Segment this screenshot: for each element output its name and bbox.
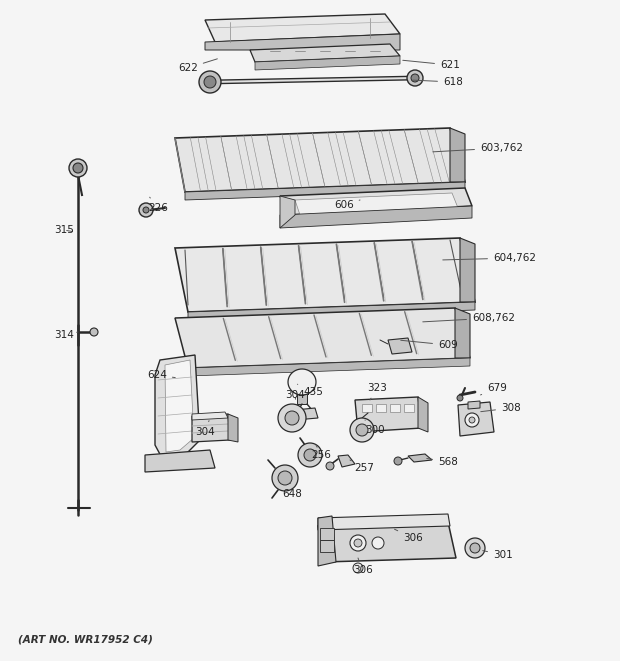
Polygon shape <box>458 402 494 436</box>
Text: 608,762: 608,762 <box>423 313 515 323</box>
Text: 624: 624 <box>147 370 175 380</box>
Text: 606: 606 <box>334 200 360 210</box>
Text: 679: 679 <box>480 383 507 395</box>
Bar <box>320 528 334 540</box>
Polygon shape <box>388 338 412 354</box>
Polygon shape <box>295 193 458 215</box>
Polygon shape <box>318 514 450 530</box>
Text: 621: 621 <box>403 60 460 70</box>
Text: eReplacementParts.com: eReplacementParts.com <box>197 301 423 319</box>
Circle shape <box>354 539 362 547</box>
Text: 618: 618 <box>413 77 463 87</box>
Polygon shape <box>338 455 355 467</box>
Circle shape <box>285 411 299 425</box>
Polygon shape <box>355 397 422 432</box>
Polygon shape <box>185 182 465 200</box>
Text: 435: 435 <box>298 384 323 397</box>
Polygon shape <box>228 414 238 442</box>
Polygon shape <box>188 358 470 376</box>
Circle shape <box>326 462 334 470</box>
Text: 304: 304 <box>195 420 215 437</box>
Bar <box>390 404 400 412</box>
Bar <box>404 404 414 412</box>
Bar <box>362 404 372 412</box>
Circle shape <box>407 70 423 86</box>
Polygon shape <box>318 516 336 566</box>
Polygon shape <box>205 34 400 50</box>
Polygon shape <box>175 308 470 368</box>
Polygon shape <box>192 414 230 442</box>
Polygon shape <box>280 206 472 228</box>
Circle shape <box>304 449 316 461</box>
Polygon shape <box>455 308 470 358</box>
Circle shape <box>139 203 153 217</box>
Polygon shape <box>165 360 194 452</box>
Polygon shape <box>280 196 295 228</box>
Bar <box>297 394 307 404</box>
Circle shape <box>356 424 368 436</box>
Circle shape <box>298 443 322 467</box>
Text: 308: 308 <box>480 403 521 413</box>
Polygon shape <box>450 128 465 182</box>
Text: 306: 306 <box>353 558 373 575</box>
Polygon shape <box>318 522 456 562</box>
Polygon shape <box>295 408 318 420</box>
Polygon shape <box>205 14 400 42</box>
Circle shape <box>465 413 479 427</box>
Polygon shape <box>460 238 475 302</box>
Circle shape <box>350 418 374 442</box>
Text: 648: 648 <box>282 483 302 499</box>
Polygon shape <box>175 238 475 312</box>
Polygon shape <box>468 401 480 409</box>
Text: 323: 323 <box>367 383 387 400</box>
Circle shape <box>90 328 98 336</box>
Text: 304: 304 <box>285 390 305 400</box>
Circle shape <box>469 417 475 423</box>
Polygon shape <box>408 454 432 462</box>
Circle shape <box>272 465 298 491</box>
Text: 256: 256 <box>311 445 331 460</box>
Text: 301: 301 <box>483 550 513 560</box>
Text: 306: 306 <box>394 529 423 543</box>
Polygon shape <box>192 412 228 420</box>
Circle shape <box>143 207 149 213</box>
Text: (ART NO. WR17952 C4): (ART NO. WR17952 C4) <box>18 635 153 645</box>
Circle shape <box>457 395 463 401</box>
Circle shape <box>470 543 480 553</box>
Text: 609: 609 <box>401 340 458 350</box>
Polygon shape <box>288 369 316 395</box>
Polygon shape <box>418 397 428 432</box>
Text: 257: 257 <box>350 460 374 473</box>
Circle shape <box>278 471 292 485</box>
Bar <box>320 540 334 552</box>
Circle shape <box>204 76 216 88</box>
Text: 226: 226 <box>148 197 168 213</box>
Circle shape <box>199 71 221 93</box>
Circle shape <box>73 163 83 173</box>
Circle shape <box>465 538 485 558</box>
Polygon shape <box>145 450 215 472</box>
Text: 314: 314 <box>54 330 78 340</box>
Circle shape <box>350 535 366 551</box>
Circle shape <box>278 404 306 432</box>
Circle shape <box>69 159 87 177</box>
Text: 622: 622 <box>178 59 218 73</box>
Polygon shape <box>280 188 472 215</box>
Polygon shape <box>188 302 475 320</box>
Bar <box>376 404 386 412</box>
Text: 300: 300 <box>365 420 384 435</box>
Text: 603,762: 603,762 <box>433 143 523 153</box>
Polygon shape <box>155 355 200 458</box>
Circle shape <box>353 563 363 573</box>
Circle shape <box>411 74 419 82</box>
Circle shape <box>394 457 402 465</box>
Text: 315: 315 <box>54 225 74 235</box>
Polygon shape <box>255 56 400 70</box>
Polygon shape <box>175 128 465 192</box>
Text: 604,762: 604,762 <box>443 253 536 263</box>
Circle shape <box>372 537 384 549</box>
Polygon shape <box>250 44 400 62</box>
Text: 568: 568 <box>427 457 458 467</box>
